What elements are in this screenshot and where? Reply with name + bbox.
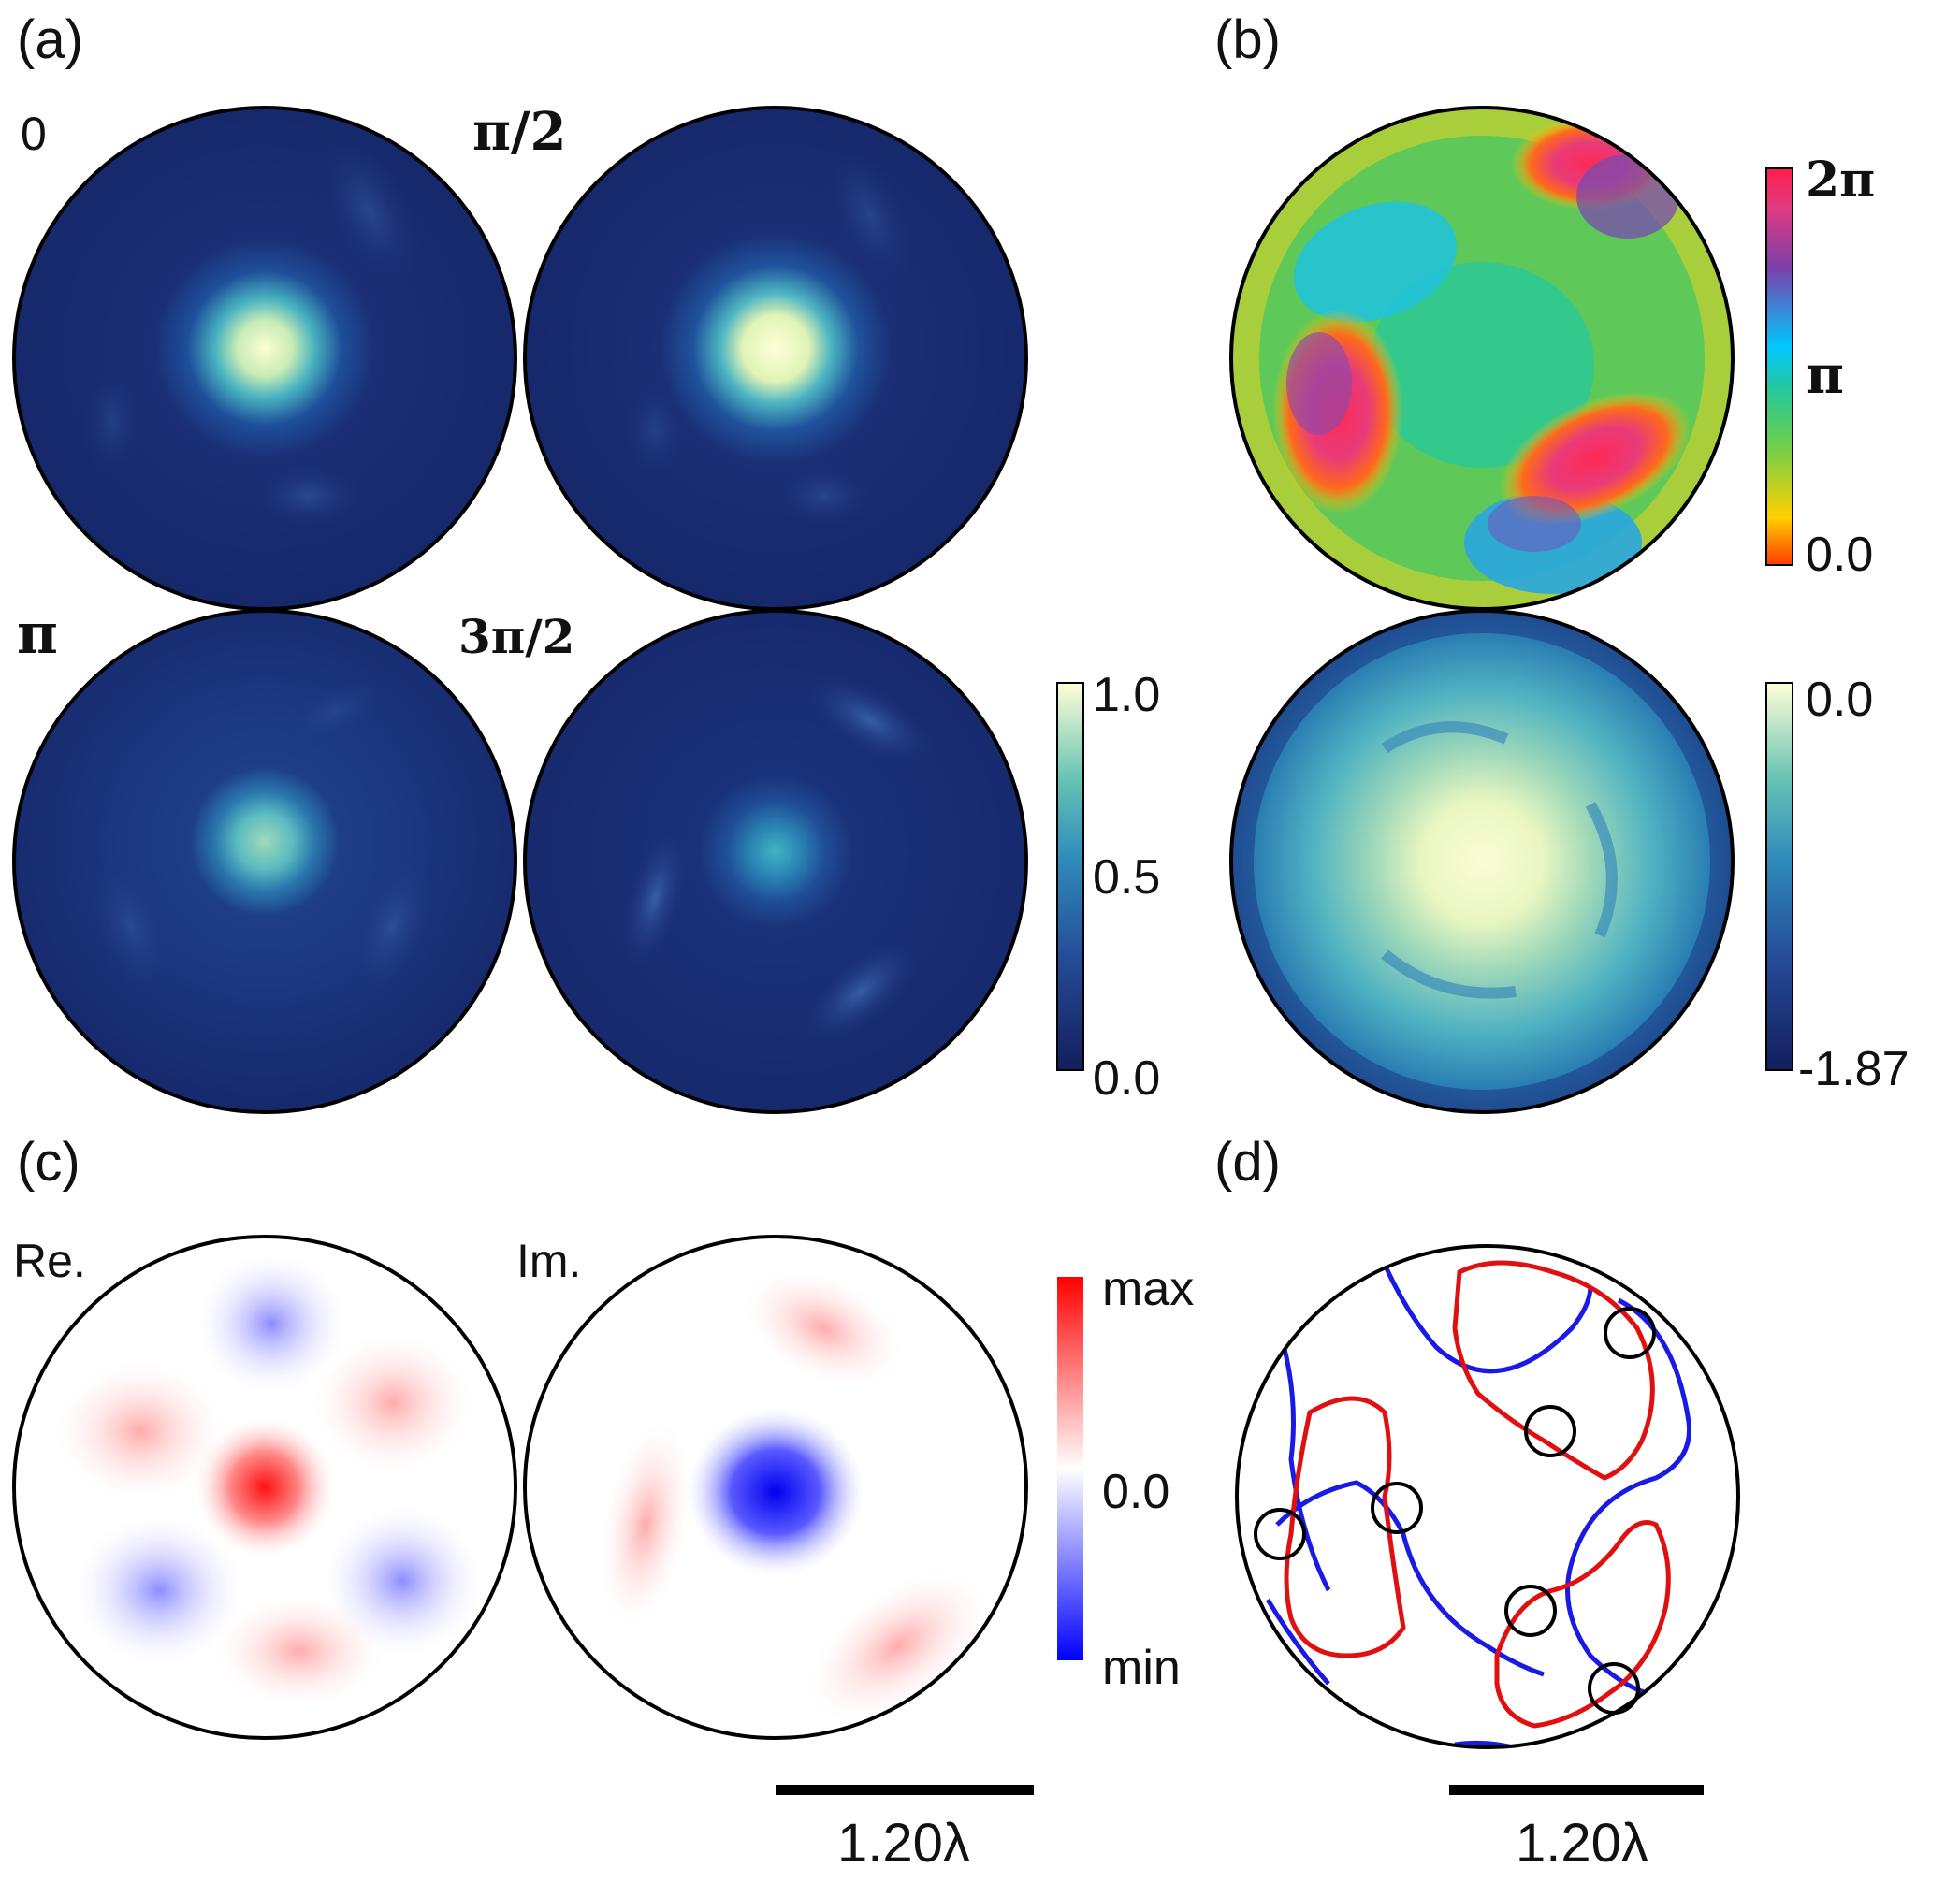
colorbar-phase: [1765, 167, 1793, 566]
phase-map: [1231, 108, 1733, 609]
nodal-line-real: [1565, 1297, 1692, 1696]
scale-bar: [776, 1785, 1034, 1795]
phase-label-0: 0: [21, 108, 47, 160]
panel-a-label: (a): [17, 9, 83, 70]
disk-border: [523, 609, 1028, 1114]
colorbar-tick: π: [1806, 344, 1844, 406]
panel-d: (d) 1.20λ: [1214, 1132, 1740, 1874]
colorbar-tick: 0.0: [1093, 1051, 1160, 1106]
disk-border: [12, 609, 517, 1114]
nodal-line-imag: [1494, 1520, 1671, 1729]
colorbar-intensity: [1056, 682, 1084, 1071]
panel-b-label: (b): [1214, 9, 1281, 70]
colorbar-tick: max: [1102, 1262, 1194, 1316]
colorbar-tick: 0.0: [1806, 528, 1873, 582]
disk-border: [12, 1235, 517, 1740]
scale-bar-label: 1.20λ: [1516, 1813, 1648, 1874]
colorbar-tick: 2π: [1806, 152, 1875, 209]
panel-b: (b) 2π π 0.0: [1214, 9, 1909, 1114]
panel-a: (a): [12, 9, 1160, 1114]
phase-label-pi-2: π/2: [472, 101, 566, 163]
imaginary-part-map: [525, 1237, 1026, 1738]
nodal-lines: [1251, 1253, 1692, 1747]
intensity-map-phase-pi-2: [525, 108, 1026, 609]
vortex-marker: [1254, 1508, 1306, 1560]
disk-border: [523, 1235, 1028, 1740]
sub-label-real: Re.: [13, 1235, 86, 1287]
disk-border: [1235, 1244, 1740, 1749]
vortex-marker: [1604, 1307, 1656, 1359]
colorbar-log-intensity: [1765, 682, 1793, 1071]
colorbar-tick: 0.0: [1806, 673, 1873, 727]
colorbar-tick: min: [1102, 1641, 1181, 1695]
phase-label-pi: π: [17, 601, 58, 667]
nodal-line-imag: [1452, 1260, 1655, 1481]
scale-bar: [1449, 1785, 1704, 1795]
nodal-line-imag: [1284, 1396, 1406, 1658]
nodal-line-real: [1270, 1309, 1331, 1592]
vortex-marker: [1371, 1482, 1423, 1534]
disk-border: [1229, 609, 1735, 1114]
intensity-map-phase-0: [14, 108, 515, 609]
vortex-marker: [1504, 1585, 1557, 1637]
vortex-marker: [1588, 1662, 1640, 1715]
panel-c: (c) Re. Im. max 0.0 min: [12, 1132, 1194, 1874]
panel-d-label: (d): [1214, 1132, 1281, 1193]
colorbar-tick: 1.0: [1093, 668, 1160, 722]
nodal-line-real: [1377, 1253, 1593, 1374]
intensity-map-phase-3pi-2: [525, 611, 1026, 1112]
sub-label-imag: Im.: [516, 1235, 581, 1287]
nodal-line-real: [1454, 1740, 1521, 1747]
vortex-marker: [1524, 1405, 1576, 1457]
nodal-line-real: [1265, 1598, 1330, 1686]
scale-bar-label: 1.20λ: [837, 1813, 970, 1874]
panel-c-label: (c): [17, 1132, 80, 1193]
real-part-map: [14, 1237, 515, 1738]
intensity-map-phase-pi: [14, 611, 515, 1112]
colorbar-tick: 0.0: [1102, 1465, 1169, 1519]
phase-label-3pi-2: 3π/2: [458, 609, 574, 664]
colorbar-signed: [1057, 1277, 1083, 1660]
colorbar-tick: -1.87: [1798, 1042, 1909, 1096]
log-intensity-map: [1231, 611, 1733, 1112]
nodal-line-real: [1275, 1480, 1545, 1677]
colorbar-tick: 0.5: [1093, 850, 1160, 905]
